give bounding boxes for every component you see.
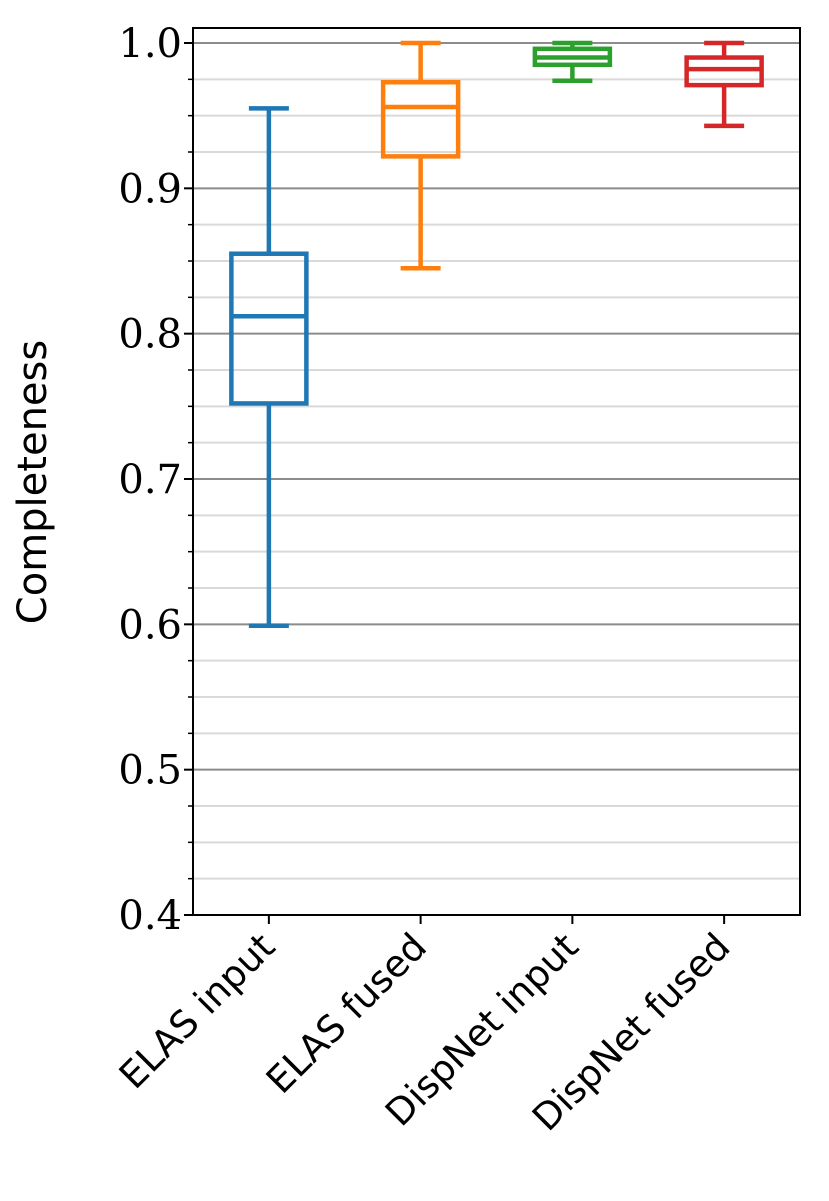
y-axis-title: Completeness	[10, 340, 56, 624]
plot-frame	[192, 27, 801, 916]
box-series	[229, 40, 764, 629]
y-tick-label: 0.8	[118, 312, 182, 358]
box-4	[684, 40, 764, 129]
box-3	[532, 40, 613, 84]
y-tick-label: 0.6	[118, 602, 182, 648]
iqr-box	[229, 251, 309, 406]
grid-lines	[193, 42, 800, 916]
y-tick-label: 0.4	[118, 893, 182, 939]
y-tick-label: 1.0	[118, 21, 182, 67]
box-1	[229, 106, 309, 629]
iqr-box	[380, 79, 461, 159]
y-tick-label: 0.5	[118, 748, 182, 794]
y-tick-label: 0.7	[118, 457, 182, 503]
y-tick-label: 0.9	[118, 166, 182, 212]
box-2	[380, 40, 461, 271]
